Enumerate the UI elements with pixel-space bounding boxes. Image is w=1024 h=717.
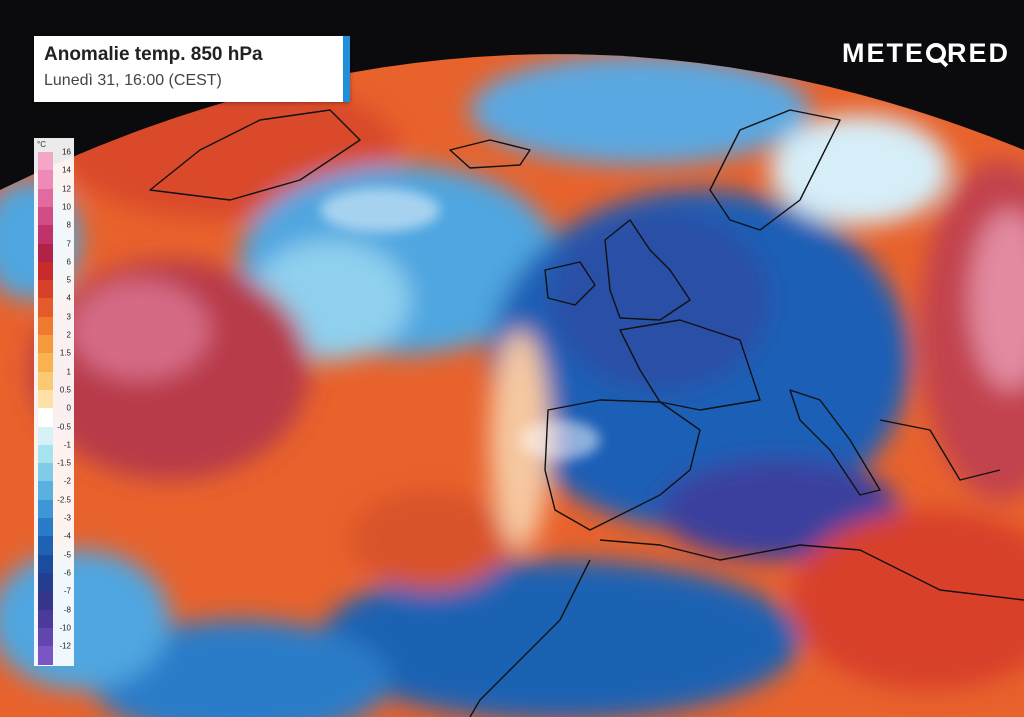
- legend-swatch: [38, 335, 53, 354]
- legend-swatch: [38, 408, 53, 427]
- legend-tick-label: 16: [62, 147, 71, 157]
- legend-swatch: [38, 371, 53, 391]
- iberia-coastline: [544, 399, 701, 531]
- legend-swatch: [38, 316, 53, 336]
- legend-tick-label: -12: [59, 641, 71, 651]
- legend-swatch: [38, 225, 53, 244]
- coastlines: [149, 109, 1024, 717]
- legend-swatch: [38, 499, 53, 519]
- legend-tick-label: 1: [66, 367, 71, 377]
- legend-swatch: [38, 536, 53, 556]
- legend-tick-label: 7: [66, 239, 71, 248]
- legend-tick-label: -2.5: [57, 495, 71, 505]
- legend-tick-label: -5: [63, 550, 71, 560]
- legend-tick-label: -6: [63, 568, 71, 578]
- greenland-coastline: [149, 109, 361, 201]
- logo-o-search-icon: [925, 43, 946, 63]
- italy-coastline: [789, 389, 881, 496]
- legend-tick-label: -3: [63, 513, 71, 523]
- legend-swatch: [38, 261, 53, 281]
- legend-tick-label: 0: [66, 403, 71, 413]
- legend-tick-label: 1.5: [59, 348, 71, 358]
- legend-tick-label: 2: [66, 330, 71, 340]
- legend-swatch: [38, 591, 53, 610]
- subtropical-atlantic-cold-anomaly: [320, 560, 800, 717]
- legend-tick-label: 14: [62, 165, 71, 175]
- ireland-coastline: [544, 261, 596, 306]
- legend-swatch: [38, 518, 53, 537]
- legend-swatch: [38, 481, 53, 501]
- legend-tick-label: 6: [66, 257, 71, 267]
- british-isles-coastline: [604, 219, 691, 321]
- map-timestamp: Lunedì 31, 16:00 (CEST): [44, 72, 222, 89]
- legend-swatch: [38, 572, 53, 592]
- legend-swatch: [38, 152, 53, 171]
- legend-tick-label: -4: [63, 531, 71, 541]
- legend-swatch: [38, 188, 53, 208]
- legend-swatch: [38, 426, 53, 446]
- france-coastline: [619, 319, 761, 411]
- legend-tick-label: 4: [66, 293, 71, 303]
- legend-tick-label: 10: [62, 202, 71, 212]
- legend-swatch: [38, 463, 53, 482]
- iceland-coastline: [449, 139, 531, 169]
- legend-swatch: [38, 444, 53, 464]
- legend-swatch: [38, 298, 53, 318]
- legend-tick-label: -10: [59, 623, 71, 633]
- legend-tick-label: -0.5: [57, 422, 71, 431]
- north-africa-coastline: [599, 539, 1024, 601]
- map-title-box: Anomalie temp. 850 hPa Lunedì 31, 16:00 …: [34, 36, 350, 102]
- legend-unit: °C: [37, 140, 46, 149]
- meteored-logo: METE RED: [842, 38, 1010, 68]
- legend-tick-label: -8: [63, 605, 71, 614]
- legend-swatch: [38, 554, 53, 574]
- color-scale-legend: °C 16 14 12 10 8 7 6 5 4 3 2 1.5 1 0.5 0 -0.5 -1 -1.5 -2 -2…: [34, 138, 74, 666]
- legend-tick-label: -2: [63, 476, 71, 486]
- legend-tick-label: 0.5: [59, 385, 71, 395]
- map-title: Anomalie temp. 850 hPa: [44, 44, 263, 65]
- legend-swatch: [38, 609, 53, 629]
- legend-swatch: [38, 243, 53, 263]
- legend-swatch: [38, 206, 53, 226]
- legend-tick-label: 5: [66, 275, 71, 285]
- legend-tick-label: -7: [63, 586, 71, 596]
- legend-tick-label: -1: [63, 440, 71, 450]
- legend-swatch: [38, 280, 53, 299]
- legend-swatch: [38, 353, 53, 373]
- scandinavia-coastline: [709, 109, 841, 231]
- legend-swatch: [38, 646, 53, 665]
- legend-tick-label: -1.5: [57, 458, 71, 468]
- legend-tick-label: 3: [66, 312, 71, 322]
- logo-text-start: METE: [841, 37, 925, 68]
- legend-swatch: [38, 170, 53, 190]
- west-africa-coastline: [469, 559, 591, 717]
- balkans-coastline: [879, 419, 1001, 481]
- logo-text-end: RED: [946, 37, 1010, 68]
- legend-tick-label: 12: [62, 184, 71, 194]
- legend-swatch: [38, 627, 53, 647]
- legend-swatch: [38, 389, 53, 409]
- legend-tick-label: 8: [66, 220, 71, 230]
